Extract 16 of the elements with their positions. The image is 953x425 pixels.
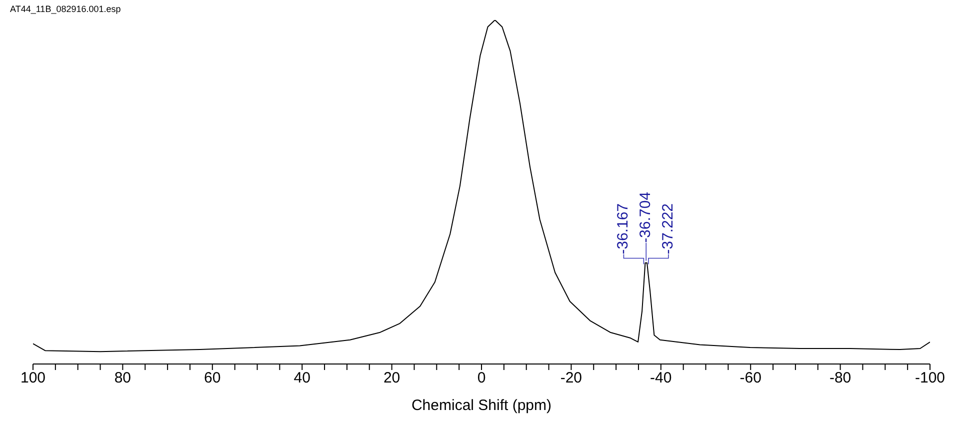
- x-tick-label: 80: [114, 370, 132, 387]
- x-tick-label: 100: [20, 370, 46, 387]
- x-tick-label: 60: [204, 370, 221, 387]
- x-tick-label: -40: [650, 370, 672, 387]
- x-tick-label: -100: [914, 370, 946, 387]
- x-tick-label: 40: [294, 370, 310, 387]
- x-axis-title: Chemical Shift (ppm): [411, 397, 552, 414]
- x-tick-label: -60: [740, 370, 762, 387]
- x-tick-label: 20: [383, 370, 400, 387]
- x-tick-label: -20: [560, 370, 582, 387]
- annotation: -37.222: [659, 203, 676, 254]
- x-tick-label: 0: [477, 370, 486, 387]
- annotation: -36.167: [614, 203, 632, 254]
- x-tick-label: -80: [829, 370, 852, 387]
- text: AT44_11B_082916.001.esp: [10, 4, 121, 14]
- annotation: -36.704: [637, 192, 654, 243]
